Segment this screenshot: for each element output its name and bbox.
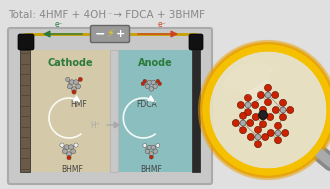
Circle shape — [280, 99, 286, 106]
Circle shape — [206, 48, 330, 172]
Circle shape — [156, 143, 160, 147]
FancyBboxPatch shape — [30, 50, 110, 172]
Circle shape — [267, 114, 274, 121]
Circle shape — [72, 87, 77, 92]
Circle shape — [62, 149, 67, 154]
Circle shape — [240, 127, 247, 134]
Circle shape — [265, 84, 272, 91]
Circle shape — [287, 106, 294, 114]
Circle shape — [153, 84, 157, 89]
Circle shape — [245, 109, 251, 116]
Circle shape — [145, 84, 150, 89]
Text: → FDCA + 3BHMF: → FDCA + 3BHMF — [110, 10, 205, 20]
Circle shape — [156, 79, 160, 83]
Circle shape — [272, 91, 279, 98]
Circle shape — [232, 119, 239, 126]
Text: Anode: Anode — [138, 58, 172, 68]
Circle shape — [143, 143, 147, 147]
Circle shape — [265, 99, 272, 106]
Circle shape — [265, 92, 271, 98]
Wedge shape — [223, 64, 273, 98]
Circle shape — [259, 106, 267, 113]
Text: −: − — [95, 28, 106, 40]
Circle shape — [252, 114, 259, 121]
Circle shape — [237, 101, 244, 108]
Circle shape — [247, 133, 254, 140]
Circle shape — [76, 84, 81, 89]
Circle shape — [141, 82, 145, 85]
Circle shape — [260, 114, 266, 120]
Circle shape — [158, 82, 162, 85]
FancyBboxPatch shape — [189, 34, 203, 50]
Circle shape — [255, 134, 261, 140]
FancyBboxPatch shape — [8, 28, 212, 184]
Circle shape — [67, 84, 72, 89]
Text: +: + — [116, 29, 125, 39]
FancyBboxPatch shape — [20, 50, 30, 172]
Text: H⁺: H⁺ — [90, 121, 100, 129]
Circle shape — [252, 101, 259, 108]
Circle shape — [282, 129, 289, 136]
Circle shape — [69, 80, 74, 85]
Text: BHMF: BHMF — [61, 165, 83, 174]
Circle shape — [254, 141, 261, 148]
Text: BHMF: BHMF — [140, 165, 162, 174]
Text: e⁻: e⁻ — [54, 20, 63, 29]
Circle shape — [153, 149, 157, 154]
Circle shape — [74, 80, 79, 85]
Circle shape — [259, 121, 267, 128]
Circle shape — [262, 133, 269, 140]
Text: ⁻: ⁻ — [107, 10, 112, 19]
Circle shape — [67, 156, 71, 160]
Circle shape — [275, 122, 281, 129]
Circle shape — [245, 102, 251, 108]
Circle shape — [280, 107, 286, 113]
Circle shape — [72, 90, 76, 94]
Circle shape — [71, 149, 76, 154]
Circle shape — [69, 145, 74, 150]
Circle shape — [267, 129, 274, 136]
Circle shape — [258, 111, 268, 119]
Text: FDCA: FDCA — [136, 100, 157, 109]
Circle shape — [280, 114, 286, 121]
Circle shape — [78, 77, 82, 81]
FancyBboxPatch shape — [18, 34, 34, 50]
Circle shape — [272, 106, 279, 114]
Text: Total: 4HMF + 4OH: Total: 4HMF + 4OH — [8, 10, 106, 20]
Circle shape — [151, 145, 155, 150]
Circle shape — [143, 79, 147, 83]
Circle shape — [64, 145, 69, 150]
Text: ⚡: ⚡ — [106, 29, 114, 39]
Circle shape — [275, 130, 281, 136]
FancyBboxPatch shape — [192, 50, 200, 172]
Text: HMF: HMF — [71, 100, 87, 109]
Circle shape — [240, 120, 246, 126]
Circle shape — [74, 143, 78, 147]
Circle shape — [147, 80, 151, 85]
Circle shape — [147, 145, 151, 150]
Circle shape — [60, 143, 64, 147]
Circle shape — [245, 94, 251, 101]
FancyBboxPatch shape — [110, 50, 118, 172]
Circle shape — [254, 126, 261, 133]
Circle shape — [145, 149, 150, 154]
Circle shape — [149, 87, 153, 91]
Circle shape — [66, 77, 70, 81]
Circle shape — [275, 137, 281, 144]
Circle shape — [240, 112, 247, 119]
Circle shape — [67, 152, 72, 157]
Text: e⁻: e⁻ — [158, 20, 166, 29]
Circle shape — [149, 152, 153, 156]
Circle shape — [257, 91, 264, 98]
Text: Cathode: Cathode — [47, 58, 93, 68]
FancyBboxPatch shape — [90, 26, 129, 43]
Circle shape — [247, 119, 254, 126]
FancyBboxPatch shape — [118, 50, 192, 172]
Circle shape — [151, 80, 155, 85]
Circle shape — [149, 155, 153, 159]
Wedge shape — [246, 81, 271, 113]
